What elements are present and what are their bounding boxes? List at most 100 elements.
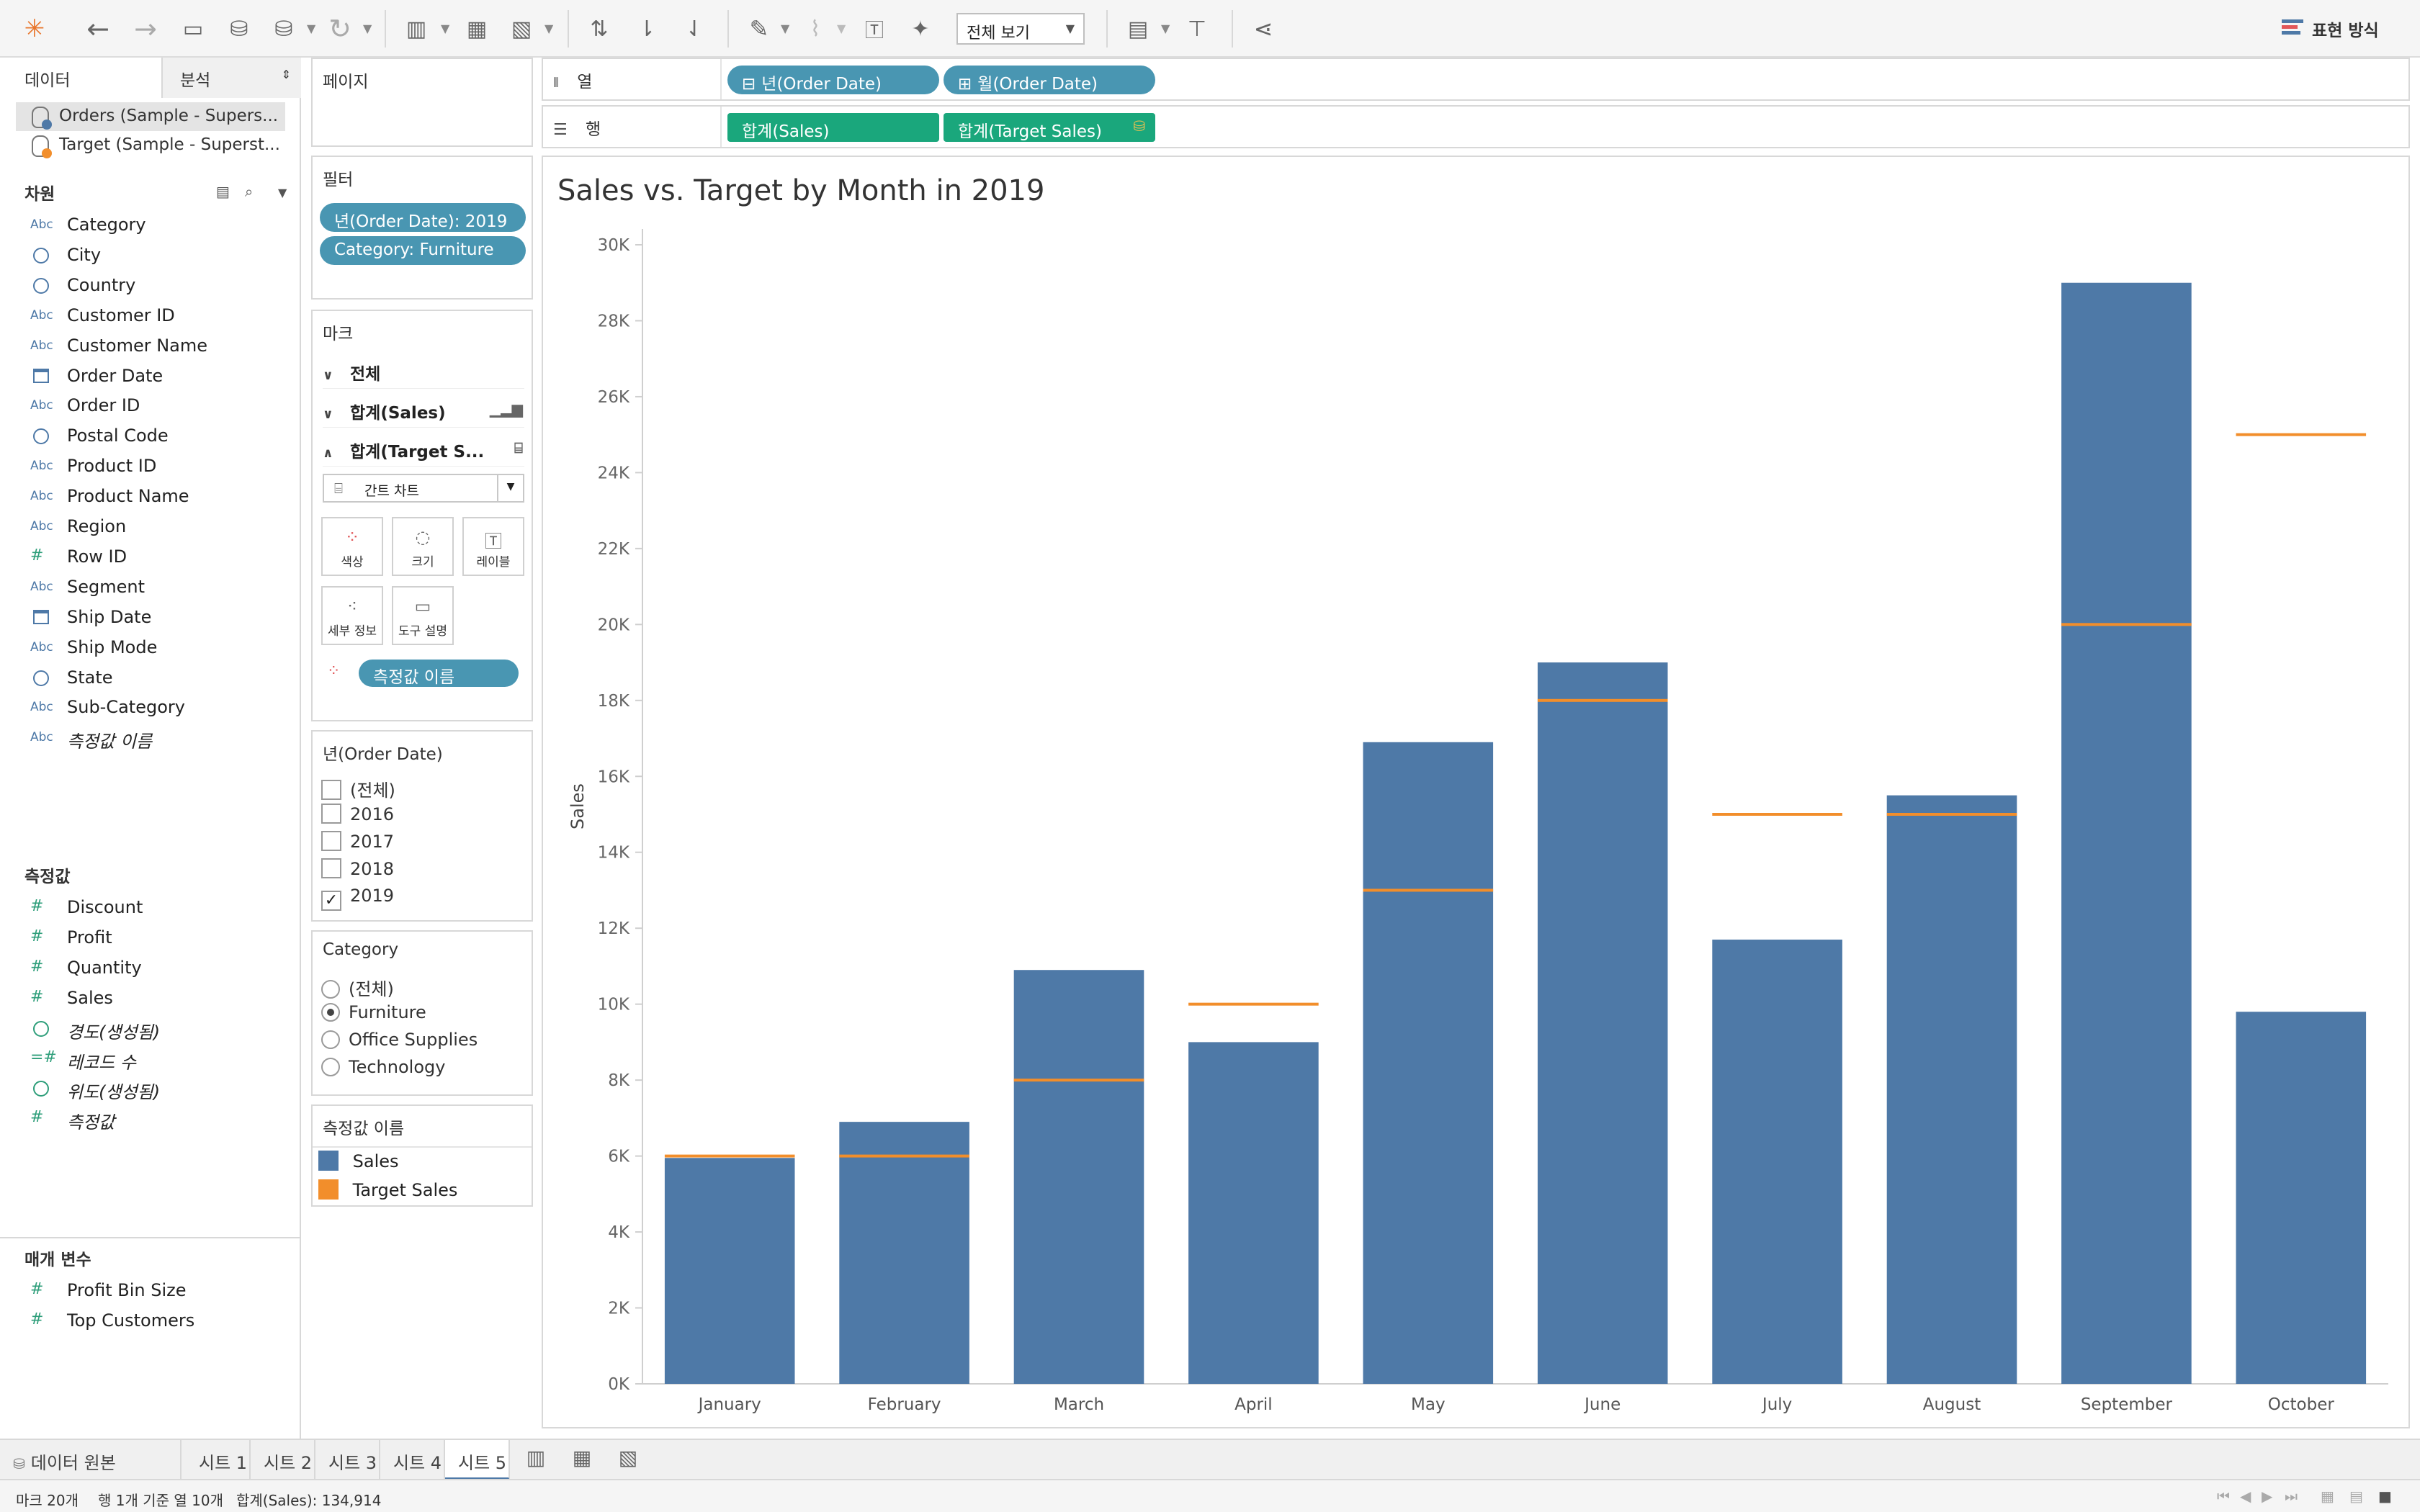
group-icon[interactable]: ⌇ (810, 16, 821, 42)
measure-field[interactable]: # Discount (0, 893, 300, 923)
measure-names-color-pill[interactable]: 측정값 이름 (359, 660, 519, 687)
tab-analysis[interactable]: 분석 ⇕ (161, 58, 301, 98)
parameter-field[interactable]: # Top Customers (0, 1306, 300, 1336)
column-pill-year[interactable]: ⊟ 년(Order Date) (727, 66, 939, 94)
share-icon[interactable]: ⋖ (1253, 15, 1273, 42)
column-pill-month[interactable]: ⊞ 월(Order Date) (944, 66, 1155, 94)
year-filter-option[interactable]: ✓ 2019 (321, 886, 394, 912)
chevron-down-icon[interactable]: ▼ (278, 186, 287, 199)
measure-field[interactable]: =# 레코드 수 (0, 1044, 300, 1074)
filmstrip-icon[interactable]: ▤ (2349, 1488, 2363, 1505)
sheet-tab[interactable]: 시트 5 (445, 1440, 510, 1480)
measure-field[interactable]: 위도(생성됨) (0, 1074, 300, 1104)
dimension-field[interactable]: Abc Region (0, 512, 300, 542)
sort-ascending-icon[interactable]: ⇂ (637, 16, 656, 42)
dimension-field[interactable]: Abc Ship Mode (0, 633, 300, 663)
dimension-field[interactable]: # Row ID (0, 542, 300, 572)
dimension-field[interactable]: Abc Customer Name (0, 331, 300, 361)
refresh-icon[interactable]: ↻ (328, 13, 351, 45)
dimension-field[interactable]: Abc Sub-Category (0, 693, 300, 723)
chevron-down-icon[interactable]: ▼ (837, 22, 846, 35)
filter-pill-category[interactable]: Category: Furniture (320, 236, 526, 265)
marks-all-row[interactable]: ∨ 전체 (323, 353, 524, 389)
dimension-field[interactable]: Abc Segment (0, 572, 300, 603)
radio-icon[interactable] (321, 1058, 340, 1076)
save-icon[interactable]: ▭ (182, 16, 204, 42)
data-source-item[interactable]: Orders (Sample - Supers... (16, 102, 285, 131)
undo-icon[interactable]: ← (86, 13, 109, 45)
presentation-icon[interactable]: ⊤ (1187, 16, 1207, 42)
show-labels-icon[interactable]: 🅃 (864, 19, 884, 42)
dimension-field[interactable]: Abc Product Name (0, 482, 300, 512)
chevron-down-icon[interactable]: ▼ (781, 22, 790, 35)
row-pill-sales[interactable]: 합계(Sales) (727, 113, 939, 142)
measure-field[interactable]: 경도(생성됨) (0, 1014, 300, 1044)
search-icon[interactable]: ⌕ (245, 183, 254, 200)
checkbox-icon[interactable] (321, 831, 341, 851)
view-as-list-icon[interactable]: ▤ (216, 183, 230, 200)
tabs-view-icon[interactable]: ■ (2378, 1488, 2392, 1505)
dimension-field[interactable]: Abc Order ID (0, 391, 300, 421)
highlight-icon[interactable]: ✎ (749, 15, 769, 42)
dimension-field[interactable]: Abc Customer ID (0, 301, 300, 331)
category-filter-option[interactable]: Office Supplies (321, 1030, 478, 1056)
new-worksheet-icon[interactable]: ▥ (405, 16, 427, 42)
chevron-down-icon[interactable]: ▼ (544, 22, 554, 35)
dimension-field[interactable]: Abc 측정값 이름 (0, 723, 300, 753)
measure-field[interactable]: # Profit (0, 923, 300, 953)
measure-field[interactable]: # 측정값 (0, 1104, 300, 1134)
rows-shelf[interactable]: ☰ 행 합계(Sales) 합계(Target Sales) ⛁ (542, 105, 2410, 148)
legend-item-sales[interactable]: Sales (318, 1151, 399, 1178)
sort-descending-icon[interactable]: ⇃ (685, 16, 704, 42)
prev-page-icon[interactable]: ◀ (2240, 1488, 2251, 1505)
mark-type-select[interactable]: ⌸ 간트 차트 ▼ (323, 474, 524, 503)
chevron-down-icon[interactable]: ▼ (307, 22, 316, 35)
chevron-down-icon[interactable]: ▼ (441, 22, 450, 35)
dimension-field[interactable]: Order Date (0, 361, 300, 392)
dimension-field[interactable]: City (0, 240, 300, 271)
tab-data[interactable]: 데이터 (0, 58, 161, 98)
fit-view-select[interactable]: 전체 보기 ▼ (956, 13, 1085, 45)
year-filter-option[interactable]: 2016 (321, 804, 394, 829)
next-page-icon[interactable]: ▶ (2262, 1488, 2273, 1505)
duplicate-icon[interactable]: ▦ (466, 16, 488, 42)
data-source-tab[interactable]: ⛁ 데이터 원본 (0, 1440, 182, 1480)
size-button[interactable]: ◌ 크기 (392, 517, 454, 576)
category-filter-option[interactable]: Furniture (321, 1002, 426, 1028)
parameter-field[interactable]: # Profit Bin Size (0, 1276, 300, 1306)
swap-icon[interactable]: ⇅ (590, 16, 609, 42)
pages-card[interactable]: 페이지 (311, 58, 533, 147)
sheet-tab[interactable]: 시트 1 (186, 1440, 251, 1480)
color-button[interactable]: ⁘ 색상 (321, 517, 383, 576)
last-page-icon[interactable]: ⏭ (2285, 1488, 2298, 1505)
chevron-down-icon[interactable]: ▼ (1161, 22, 1170, 35)
pause-updates-icon[interactable]: ⛁ (274, 16, 293, 42)
viz-area[interactable]: Sales vs. Target by Month in 2019 0K 2K 4K… (542, 156, 2410, 1428)
new-worksheet-icon[interactable]: ▥ (526, 1446, 546, 1470)
tableau-logo-icon[interactable]: ✳ (24, 14, 45, 43)
checkbox-icon[interactable] (321, 780, 341, 800)
category-filter-option[interactable]: (전체) (321, 975, 394, 1001)
sheet-tab[interactable]: 시트 2 (251, 1440, 315, 1480)
redo-icon[interactable]: → (134, 13, 157, 45)
measure-field[interactable]: # Sales (0, 984, 300, 1014)
sheet-tab[interactable]: 시트 4 (380, 1440, 445, 1480)
pin-icon[interactable]: ✦ (911, 16, 930, 42)
new-dashboard-icon[interactable]: ▦ (572, 1446, 592, 1470)
year-filter-option[interactable]: 2017 (321, 831, 394, 857)
checkbox-icon[interactable] (321, 858, 341, 878)
show-me-button[interactable]: 표현 방식 (2282, 16, 2379, 42)
dimension-field[interactable]: Abc Product ID (0, 451, 300, 482)
new-story-icon[interactable]: ▧ (618, 1446, 638, 1470)
data-source-item[interactable]: Target (Sample - Superst... (16, 131, 285, 160)
year-filter-option[interactable]: (전체) (321, 776, 395, 802)
dimension-field[interactable]: State (0, 663, 300, 693)
radio-icon[interactable] (321, 1030, 340, 1049)
clear-sheet-icon[interactable]: ▧ (511, 16, 532, 42)
marks-target-row[interactable]: ∧ 합계(Target S... ⌸ (323, 431, 524, 467)
legend-item-target-sales[interactable]: Target Sales (318, 1179, 457, 1207)
radio-selected-icon[interactable] (321, 1003, 340, 1022)
checkbox-icon[interactable] (321, 804, 341, 824)
tooltip-button[interactable]: ▭ 도구 설명 (392, 586, 454, 645)
dimension-field[interactable]: Country (0, 271, 300, 301)
